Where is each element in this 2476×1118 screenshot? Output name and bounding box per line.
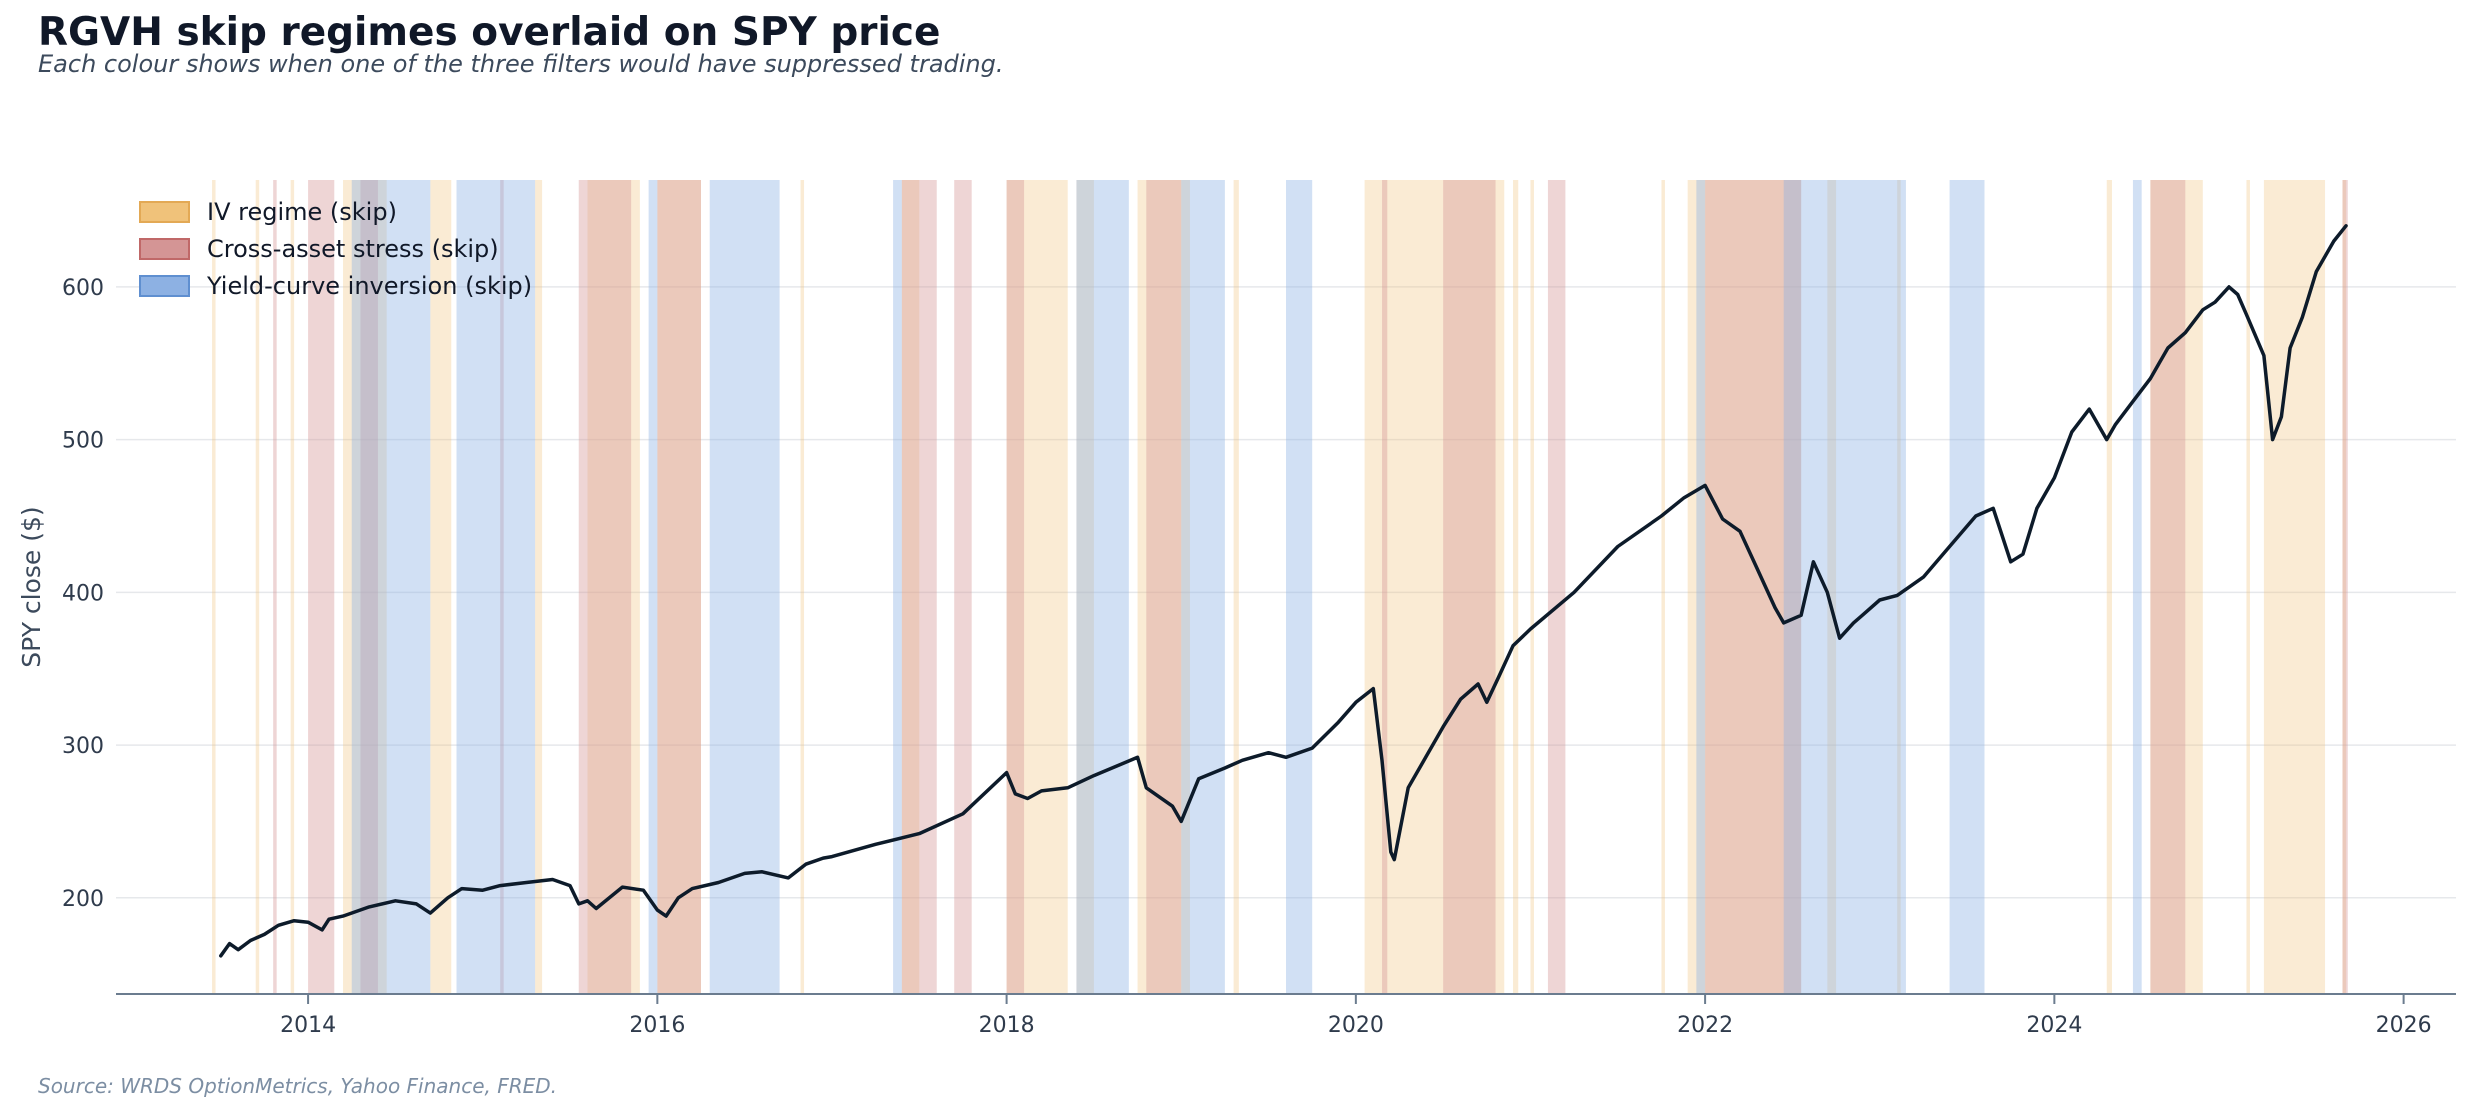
x-tick-label: 2018 (979, 1013, 1035, 1038)
x-tick-label: 2014 (280, 1013, 336, 1038)
iv-regime-band (1076, 180, 1094, 994)
curve-regime-band (648, 180, 658, 994)
iv-regime-band (2150, 180, 2203, 994)
iv-regime-band (255, 180, 260, 994)
stress-regime-band (901, 180, 937, 994)
stress-regime-band (2342, 180, 2348, 994)
x-tick-label: 2020 (1328, 1013, 1384, 1038)
iv-regime-band (800, 180, 805, 994)
regime-bands (212, 180, 2348, 994)
iv-regime-band (1233, 180, 1239, 994)
iv-regime-band (535, 180, 543, 994)
stress-regime-band (657, 180, 701, 994)
iv-regime-band (901, 180, 920, 994)
stress-regime-band (500, 180, 504, 994)
curve-regime-band (1696, 180, 1706, 994)
legend-label: IV regime (skip) (207, 198, 397, 226)
legend-swatch (139, 201, 190, 223)
stress-regime-band (360, 180, 378, 994)
iv-regime-band (1530, 180, 1534, 994)
iv-regime-band (1687, 180, 1802, 994)
iv-regime-band (1661, 180, 1665, 994)
chart-subtitle: Each colour shows when one of the three … (38, 50, 1004, 78)
iv-regime-band (343, 180, 387, 994)
x-tick-label: 2024 (2026, 1013, 2082, 1038)
iv-regime-band (290, 180, 295, 994)
curve-regime-band (893, 180, 902, 994)
stress-regime-band (1547, 180, 1566, 994)
chart-title: RGVH skip regimes overlaid on SPY price (38, 10, 941, 55)
iv-regime-band (2106, 180, 2112, 994)
price-line-group (219, 224, 2348, 958)
iv-regime-band (212, 180, 216, 994)
legend-swatch (139, 275, 190, 297)
stress-regime-band (273, 180, 277, 994)
chart-source-note: Source: WRDS OptionMetrics, Yahoo Financ… (38, 1074, 558, 1098)
grid-lines (116, 286, 2456, 899)
curve-regime-band (456, 180, 536, 994)
legend: IV regime (skip) Cross-asset stress (skip… (139, 198, 532, 300)
y-tick-label: 500 (62, 429, 104, 454)
curve-regime-band (1076, 180, 1129, 994)
iv-regime-band (1006, 180, 1068, 994)
y-axis-label: SPY close ($) (17, 506, 46, 667)
stress-regime-band (954, 180, 972, 994)
x-tick-label: 2016 (629, 1013, 685, 1038)
stress-regime-band (308, 180, 335, 994)
y-tick-label: 200 (62, 887, 104, 912)
y-tick-label: 300 (62, 734, 104, 759)
iv-regime-band (2342, 180, 2346, 994)
legend-swatch (139, 238, 190, 260)
y-tick-label: 600 (62, 276, 104, 301)
stress-regime-band (2150, 180, 2186, 994)
iv-regime-band (1827, 180, 1837, 994)
stress-regime-band (1382, 180, 1388, 994)
spy-price-line (219, 224, 2348, 958)
iv-regime-band (657, 180, 701, 994)
axes: 2014 2016 2018 2020 2022 2024 2026 200 300 400 500… (17, 276, 2456, 1038)
iv-regime-band (1137, 180, 1190, 994)
stress-regime-band (1006, 180, 1025, 994)
curve-regime-band (2132, 180, 2142, 994)
iv-regime-band (2263, 180, 2326, 994)
iv-regime-band (430, 180, 452, 994)
iv-regime-band (1513, 180, 1519, 994)
curve-regime-band (1286, 180, 1313, 994)
curve-regime-band (351, 180, 431, 994)
iv-regime-band (1897, 180, 1901, 994)
legend-label: Cross-asset stress (skip) (207, 235, 499, 263)
iv-regime-band (2246, 180, 2250, 994)
stress-regime-band (1146, 180, 1182, 994)
x-tick-label: 2022 (1677, 1013, 1733, 1038)
curve-regime-band (1949, 180, 1985, 994)
stress-regime-band (578, 180, 632, 994)
x-tick-label: 2026 (2376, 1013, 2432, 1038)
stress-regime-band (1705, 180, 1802, 994)
stress-regime-band (1443, 180, 1496, 994)
curve-regime-band (709, 180, 780, 994)
y-tick-label: 400 (62, 581, 104, 606)
iv-regime-band (1364, 180, 1505, 994)
curve-regime-band (1783, 180, 1906, 994)
curve-regime-band (1181, 180, 1225, 994)
legend-label: Yield-curve inversion (skip) (206, 272, 532, 300)
iv-regime-band (587, 180, 640, 994)
